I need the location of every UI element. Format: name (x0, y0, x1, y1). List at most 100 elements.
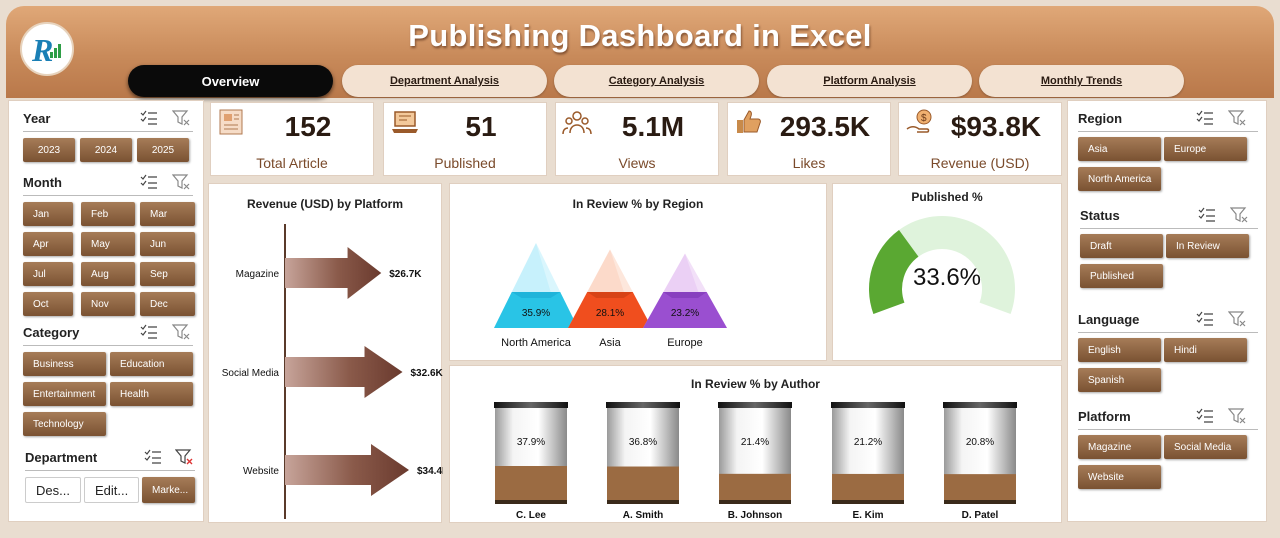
multi-select-icon[interactable] (1196, 110, 1214, 126)
department-design-button[interactable]: Des... (25, 477, 81, 503)
author-category-label: C. Lee (516, 510, 546, 521)
category-education-button[interactable]: Education (110, 352, 193, 376)
language-slicer-title: Language (1078, 312, 1140, 327)
chart-title: Published % (911, 190, 983, 204)
author-fill-0 (495, 466, 567, 502)
platform-website-button[interactable]: Website (1078, 465, 1161, 489)
year-2025-button[interactable]: 2025 (137, 138, 189, 162)
multi-select-icon[interactable] (1196, 311, 1214, 327)
clear-filter-icon[interactable] (172, 174, 190, 190)
language-hindi-button[interactable]: Hindi (1164, 338, 1247, 362)
clear-filter-icon[interactable] (1228, 110, 1246, 126)
month-may-button[interactable]: May (81, 232, 135, 256)
platform-category-label: Website (243, 466, 279, 477)
platform-value-label: $32.6K (411, 368, 443, 379)
tab-overview[interactable]: Overview (128, 65, 333, 97)
author-cylinder-base (495, 500, 567, 504)
region-fill-top (511, 292, 561, 298)
month-mar-button[interactable]: Mar (140, 202, 195, 226)
month-jul-button[interactable]: Jul (23, 262, 73, 286)
year-2024-button[interactable]: 2024 (80, 138, 132, 162)
month-nov-button[interactable]: Nov (81, 292, 135, 316)
status-published-button[interactable]: Published (1080, 264, 1163, 288)
platform-bar-1 (285, 346, 403, 398)
region-fill-2 (643, 292, 727, 328)
region-slicer-title: Region (1078, 111, 1123, 126)
author-cylinder-base (944, 500, 1016, 504)
language-english-button[interactable]: English (1078, 338, 1161, 362)
region-asia-button[interactable]: Asia (1078, 137, 1161, 161)
multi-select-icon[interactable] (140, 174, 158, 190)
month-jan-button[interactable]: Jan (23, 202, 73, 226)
category-health-button[interactable]: Health (110, 382, 193, 406)
in-review-by-author-chart: In Review % by Author 37.9% C. Lee 36.8% A.… (449, 365, 1062, 523)
month-apr-button[interactable]: Apr (23, 232, 73, 256)
tab-category-analysis[interactable]: Category Analysis (554, 65, 759, 97)
month-oct-button[interactable]: Oct (23, 292, 73, 316)
tab-department-analysis[interactable]: Department Analysis (342, 65, 547, 97)
tab-monthly-trends[interactable]: Monthly Trends (979, 65, 1184, 97)
author-category-label: A. Smith (623, 510, 664, 521)
category-entertainment-button[interactable]: Entertainment (23, 382, 106, 406)
platform-value-label: $26.7K (389, 269, 422, 280)
users-icon (562, 111, 592, 135)
status-in-review-button[interactable]: In Review (1166, 234, 1249, 258)
multi-select-icon[interactable] (144, 449, 162, 465)
gauge-fill (869, 230, 919, 314)
clear-filter-icon[interactable] (172, 110, 190, 126)
region-category-label: North America (501, 337, 572, 349)
clear-filter-icon[interactable] (1228, 311, 1246, 327)
author-fill-3 (832, 473, 904, 502)
author-fill-1 (607, 466, 679, 502)
tab-platform-analysis[interactable]: Platform Analysis (767, 65, 972, 97)
month-aug-button[interactable]: Aug (81, 262, 135, 286)
clear-filter-active-icon[interactable] (175, 449, 193, 465)
region-fill-1 (568, 292, 652, 328)
published-gauge-chart: Published % 33.6% (832, 183, 1062, 361)
logo-bars-icon (50, 40, 64, 58)
month-slicer-title: Month (23, 175, 62, 190)
category-technology-button[interactable]: Technology (23, 412, 106, 436)
month-feb-button[interactable]: Feb (81, 202, 135, 226)
year-2023-button[interactable]: 2023 (23, 138, 75, 162)
author-value-label: 37.9% (517, 437, 545, 448)
gauge-value-label: 33.6% (912, 264, 982, 291)
laptop-icon (392, 111, 418, 133)
platform-category-label: Social Media (222, 368, 280, 379)
clear-filter-icon[interactable] (172, 324, 190, 340)
month-jun-button[interactable]: Jun (140, 232, 195, 256)
kpi-value: 293.5K (779, 111, 871, 142)
month-dec-button[interactable]: Dec (140, 292, 195, 316)
region-fill-top (663, 292, 707, 298)
month-sep-button[interactable]: Sep (140, 262, 195, 286)
multi-select-icon[interactable] (140, 324, 158, 340)
category-business-button[interactable]: Business (23, 352, 106, 376)
chart-title: In Review % by Author (691, 377, 820, 391)
author-cylinder-base (607, 500, 679, 504)
article-icon (219, 109, 243, 135)
platform-bar-0 (285, 247, 382, 299)
multi-select-icon[interactable] (1196, 408, 1214, 424)
region-category-label: Asia (599, 337, 621, 349)
multi-select-icon[interactable] (1198, 207, 1216, 223)
department-marketing-button[interactable]: Marke... (142, 477, 195, 503)
in-review-by-region-chart: In Review % by Region 35.9% North America… (449, 183, 827, 361)
platform-magazine-button[interactable]: Magazine (1078, 435, 1161, 459)
platform-arrow-bars: Magazine $26.7K Social Media $32.6K Website $… (222, 224, 443, 519)
platform-slicer-title: Platform (1078, 409, 1131, 424)
region-europe-button[interactable]: Europe (1164, 137, 1247, 161)
author-value-label: 21.2% (854, 437, 882, 448)
platform-bar-2 (285, 444, 409, 496)
kpi-value: 51 (465, 111, 497, 142)
status-draft-button[interactable]: Draft (1080, 234, 1163, 258)
platform-social-media-button[interactable]: Social Media (1164, 435, 1247, 459)
author-fill-2 (719, 473, 791, 502)
clear-filter-icon[interactable] (1230, 207, 1248, 223)
kpi-views-card: 5.1M Views (555, 102, 719, 176)
company-logo: R (20, 22, 74, 76)
language-spanish-button[interactable]: Spanish (1078, 368, 1161, 392)
region-north-america-button[interactable]: North America (1078, 167, 1161, 191)
department-editorial-button[interactable]: Edit... (84, 477, 139, 503)
clear-filter-icon[interactable] (1228, 408, 1246, 424)
multi-select-icon[interactable] (140, 110, 158, 126)
